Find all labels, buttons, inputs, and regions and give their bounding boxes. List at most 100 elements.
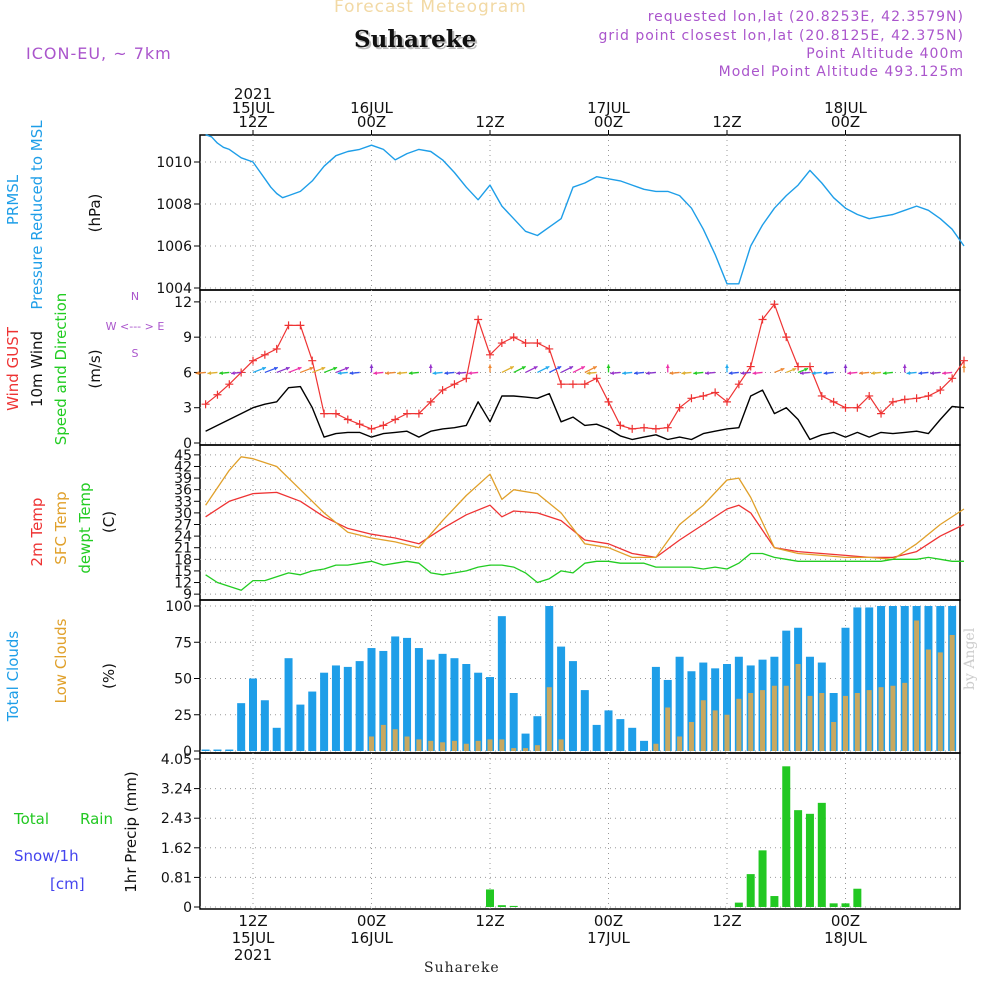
low-cloud-bar [511,748,517,751]
header-product: Forecast Meteogram [334,0,527,17]
pressure-line [205,134,965,285]
wind-arrow-head [669,371,674,375]
wind-arrow-head [521,366,526,370]
low-cloud-bar [534,745,540,751]
total-cloud-bar [403,637,412,751]
bottom-time-label: 16JUL [350,929,393,947]
precip-bar [805,813,814,907]
axis-label-pressure: Pressure Reduced to MSL [28,120,46,310]
gust-marker [746,362,755,371]
axis-label-percent: (%) [100,663,118,689]
wind-arrow-head [509,366,514,370]
wind-arrow-head [333,366,338,371]
top-time-label: 18JUL [824,99,867,117]
gust-marker [557,380,566,389]
low-cloud-bar [843,695,848,751]
wind-arrow-head [681,371,686,375]
y-tick-label: 2.43 [161,811,192,827]
low-cloud-bar [558,739,564,751]
gust-marker [568,380,577,389]
gust-marker [651,424,660,433]
gust-marker [805,362,814,371]
panel-frame-temperature [199,444,961,601]
precip-bar [486,889,494,907]
precip-bar [817,802,826,907]
low-cloud-bar [475,740,481,751]
precip-bar [782,766,791,907]
legend-snow-unit: [cm] [50,875,85,893]
low-cloud-bar [712,710,718,751]
gust-marker [640,423,649,432]
gust-marker [604,397,613,406]
precip-bar [770,896,779,907]
compass-west-east: W <--- > E [106,320,165,333]
top-time-label: 12Z [238,113,267,131]
wind-arrow-head [592,366,597,370]
wind-arrow-head [906,371,911,375]
gust-marker [580,380,589,389]
requested-coords: requested lon,lat (20.8253E, 42.3579N) [647,9,964,25]
low-cloud-bar [463,743,469,751]
y-tick-label: 50 [174,672,192,688]
gust-marker [367,424,376,433]
model-altitude: Model Point Altitude 493.125m [718,64,964,80]
total-cloud-bar [509,693,518,751]
gust-marker [438,386,447,395]
total-cloud-bar [628,727,637,751]
low-cloud-bar [760,690,766,751]
low-cloud-bar [783,685,789,751]
low-cloud-bar [795,664,801,751]
wind-arrow-head [962,364,966,368]
total-cloud-bar [497,616,506,751]
wind-speed-line [205,385,965,441]
wind-arrow-head [468,371,472,375]
total-cloud-bar [533,716,542,751]
low-cloud-bar [380,724,386,751]
top-time-label: 00Z [594,113,623,131]
wind-arrow-head [882,371,887,375]
wind-arrow-head [569,366,574,370]
gust-marker [782,333,791,342]
wind-arrow-head [321,366,326,371]
wind-arrow-head [740,371,745,375]
gust-marker [841,403,850,412]
y-tick-label: 6 [183,365,192,381]
precip-bar [829,903,838,907]
axis-label-sfc-temp: SFC Temp [52,491,70,564]
gust-marker [628,424,637,433]
low-cloud-bar [854,693,860,751]
low-cloud-bar [700,700,706,751]
legend-snow: Snow/1h [14,847,79,865]
low-cloud-bar [428,740,434,751]
wind-arrow-head [219,371,223,375]
gust-marker [924,391,933,400]
total-cloud-bar [568,661,577,751]
gust-marker [272,344,281,353]
gust-marker [888,397,897,406]
wind-arrow-head [705,371,709,375]
y-tick-label: 0 [183,744,192,760]
wind-arrow-head [207,371,212,375]
gust-marker [403,409,412,418]
legend-total: Total [13,810,49,828]
gust-marker [213,390,222,399]
gust-marker [331,409,340,418]
wind-arrow-head [262,366,266,371]
gust-marker [936,386,945,395]
model-label: ICON-EU, ~ 7km [26,44,172,63]
total-cloud-bar [592,724,601,751]
total-cloud-bar [450,658,459,751]
low-cloud-bar [724,714,730,751]
axis-label-hpa: (hPa) [86,194,104,233]
low-cloud-bar [914,620,920,751]
compass-south: S [132,347,139,360]
low-cloud-bar [546,687,552,751]
precip-bar [853,888,862,907]
gust-marker [948,374,957,383]
low-cloud-bar [451,740,457,751]
low-cloud-bar [487,739,493,751]
low-cloud-bar [653,743,659,751]
precip-bar [497,905,506,907]
total-cloud-bar [260,700,269,751]
gust-marker [912,394,921,403]
